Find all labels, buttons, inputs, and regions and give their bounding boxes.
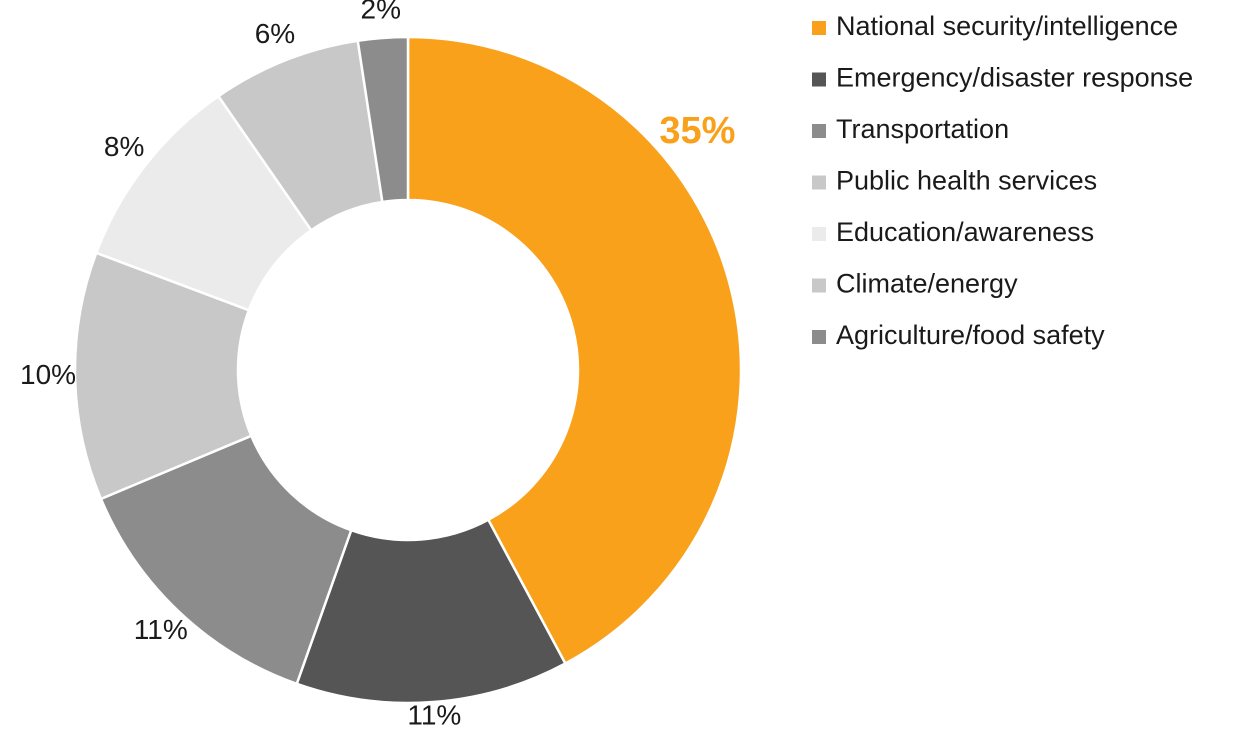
legend-swatch <box>812 21 826 35</box>
data-label: 35% <box>659 110 735 152</box>
legend-label: Education/awareness <box>836 217 1094 247</box>
data-label: 10% <box>20 359 76 390</box>
data-label: 8% <box>104 131 144 162</box>
legend-swatch <box>812 227 826 241</box>
donut-slice <box>99 434 353 686</box>
legend-swatch <box>812 175 826 190</box>
legend-swatch <box>812 278 826 293</box>
donut-slice <box>406 35 743 666</box>
legend-label: National security/intelligence <box>836 11 1178 41</box>
data-label: 11% <box>134 614 188 645</box>
legend-swatch <box>812 330 826 344</box>
data-label: 6% <box>255 18 295 49</box>
legend-swatch <box>812 124 826 138</box>
legend-label: Emergency/disaster response <box>836 63 1193 93</box>
legend-swatch <box>812 72 826 87</box>
donut-slice <box>73 251 253 501</box>
data-label: 2% <box>361 0 401 24</box>
data-label: 11% <box>407 699 461 730</box>
donut-slice <box>356 35 410 204</box>
donut-slice <box>295 518 568 705</box>
legend-label: Agriculture/food safety <box>836 320 1105 350</box>
legend-label: Transportation <box>836 114 1009 144</box>
legend-label: Climate/energy <box>836 269 1018 299</box>
legend-label: Public health services <box>836 166 1097 196</box>
